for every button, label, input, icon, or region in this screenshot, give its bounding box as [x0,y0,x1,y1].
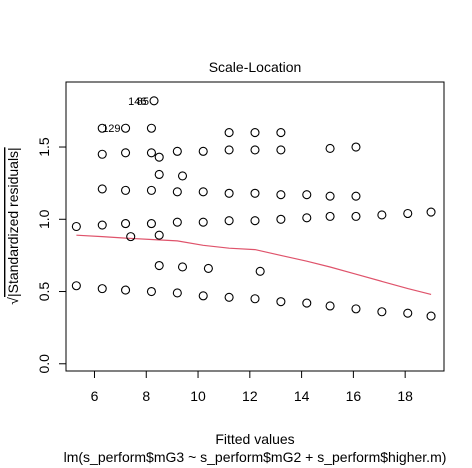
data-point [146,286,156,297]
data-point [426,311,436,321]
data-point [276,214,286,224]
data-point [198,187,208,197]
points-layer [71,96,436,321]
data-point [172,288,182,298]
data-point [154,152,164,162]
data-point [224,292,234,302]
data-point [351,191,361,201]
point-label: 146 [128,96,146,108]
data-point [120,123,131,133]
y-axis-label: √|Standardized residuals| [5,147,21,304]
data-point [377,210,387,220]
data-point [126,232,136,242]
data-point [351,142,361,152]
data-point [325,301,335,311]
data-point [97,220,107,230]
data-point [97,184,107,194]
data-point [198,146,208,156]
data-point [377,307,387,317]
data-point [203,263,213,273]
data-point [276,190,286,200]
y-axis: 0.0 0.5 1.0 1.5 [36,137,67,374]
x-tick-label: 16 [346,388,362,404]
data-point [224,188,234,198]
data-point [224,216,234,226]
data-point [224,145,234,155]
data-point [177,262,188,272]
data-point [351,304,361,314]
data-point [250,128,260,138]
data-point [97,284,107,294]
x-tick-label: 18 [397,388,413,404]
y-tick-label: 1.5 [36,137,52,157]
data-point [250,216,260,226]
data-point [403,208,413,219]
data-point [120,148,131,158]
data-point [177,171,188,181]
data-point [426,207,436,217]
data-point [351,211,361,221]
point-label: 85 [137,96,149,108]
y-tick-label: 0.0 [36,354,52,374]
data-point [250,188,260,198]
data-point [146,185,156,195]
data-point [71,281,81,291]
data-point [97,149,107,159]
data-point [325,211,335,221]
chart-title: Scale-Location [209,59,302,75]
x-tick-label: 14 [294,388,310,404]
data-point [120,185,131,195]
x-tick-label: 10 [190,388,206,404]
x-axis: 6 8 10 12 14 16 18 [91,370,413,404]
data-point [97,123,107,133]
data-point [276,297,286,307]
y-axis-label-text: |Standardized residuals| [5,147,21,297]
data-point [172,187,182,197]
data-point [146,219,156,229]
data-point [120,285,131,295]
smooth-line [76,234,432,295]
data-point [198,291,208,301]
data-point [325,143,335,154]
data-point [302,213,312,223]
y-axis-label-radical: √ [5,297,21,305]
data-point [154,260,164,271]
y-tick-label: 1.0 [36,209,52,229]
x-tick-label: 8 [142,388,150,404]
data-point [250,294,260,304]
data-point [146,148,156,158]
data-point [302,190,312,200]
data-point [154,230,164,240]
point-label: 129 [102,123,120,135]
x-tick-label: 6 [91,388,99,404]
data-point [325,191,335,201]
data-point [146,123,156,133]
data-point [198,217,208,227]
x-axis-label: Fitted values [215,431,294,447]
data-point [154,169,164,180]
data-point [255,266,265,276]
data-point [224,128,234,138]
y-tick-label: 0.5 [36,282,52,302]
data-point [403,308,413,318]
x-tick-label: 12 [242,388,258,404]
data-point [149,96,159,106]
data-point [250,145,260,155]
data-point [302,298,312,308]
data-point [276,145,286,155]
data-point [120,219,131,229]
data-point [71,221,81,232]
data-point [276,128,286,138]
data-point [172,146,182,156]
model-subtitle: lm(s_perform$mG3 ~ s_perform$mG2 + s_per… [64,449,447,465]
data-point [172,217,182,227]
